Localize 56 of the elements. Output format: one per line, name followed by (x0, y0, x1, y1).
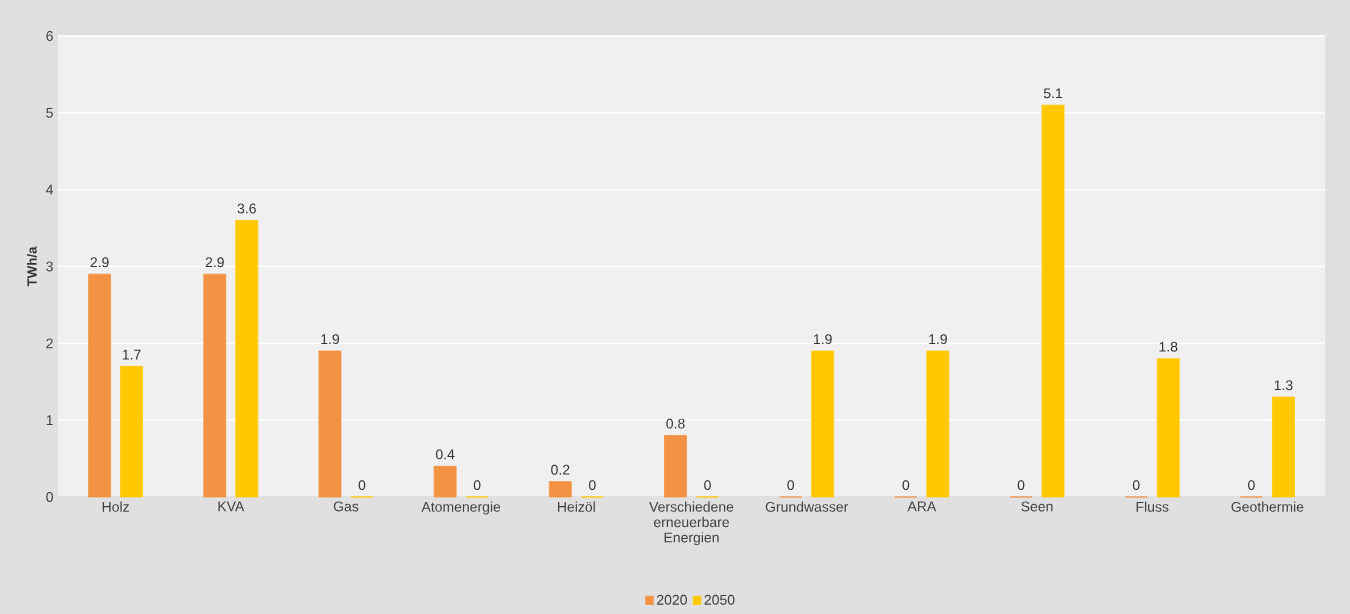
data-label: 3.6 (237, 203, 256, 214)
bar (120, 365, 143, 498)
x-tick-label: Fluss (1136, 501, 1169, 512)
bar (811, 350, 835, 498)
x-tick-label: Holz (102, 501, 129, 512)
x-tick-label: KVA (218, 501, 245, 512)
x-tick-label: Grundwasser (765, 501, 849, 512)
bar (664, 435, 687, 498)
x-tick-label: Seen (1021, 501, 1053, 512)
y-axis-title: TWh/a (26, 246, 37, 287)
data-label: 0 (787, 480, 795, 491)
x-tick-label: ARA (907, 501, 937, 512)
bar (1272, 396, 1295, 498)
data-label: 0.2 (551, 464, 570, 475)
y-tick-label: 2 (46, 338, 53, 349)
bar (926, 350, 950, 498)
data-label: 2.9 (205, 257, 224, 268)
y-tick-label: 0 (46, 492, 53, 502)
data-label: 0 (704, 480, 711, 491)
bar (433, 465, 457, 498)
data-label: 1.9 (321, 334, 340, 345)
x-tick-label: Gas (333, 501, 359, 512)
bar (235, 219, 259, 498)
data-label: 0.8 (666, 418, 685, 429)
data-label: 0 (902, 480, 910, 491)
data-label: 0 (358, 480, 366, 491)
bar (318, 350, 342, 498)
x-tick-label: Heizöl (558, 501, 595, 512)
data-label: 0 (1132, 480, 1140, 491)
x-tick-label: Verschiedene erneuerbare Energien (649, 501, 734, 546)
x-tick-label: Atomenergie (421, 501, 501, 515)
y-tick-label: 1 (46, 415, 53, 425)
data-label: 0 (1017, 480, 1025, 491)
y-tick-label: 3 (46, 261, 53, 272)
data-label: 1.8 (1159, 341, 1178, 352)
bar (1041, 104, 1065, 498)
data-label: 0 (473, 480, 481, 491)
data-label: 1.3 (1274, 380, 1293, 391)
data-label: 5.1 (1043, 88, 1063, 99)
data-label: 1.9 (814, 334, 832, 345)
legend-label: 2020 (657, 594, 687, 605)
y-tick-label: 5 (46, 107, 53, 118)
bar (88, 273, 111, 498)
bar (203, 273, 227, 498)
x-tick-label: Geothermie (1231, 501, 1304, 512)
bar (1156, 358, 1180, 498)
y-tick-label: 6 (46, 31, 53, 41)
data-label: 0.4 (435, 449, 455, 460)
data-label: 0 (588, 480, 596, 491)
data-label: 1.9 (929, 334, 947, 345)
y-tick-label: 4 (46, 184, 54, 195)
data-label: 1.7 (122, 349, 141, 360)
legend-label: 2050 (704, 594, 735, 605)
data-label: 0 (1248, 480, 1255, 491)
bar (548, 481, 572, 498)
data-label: 2.9 (90, 257, 109, 268)
